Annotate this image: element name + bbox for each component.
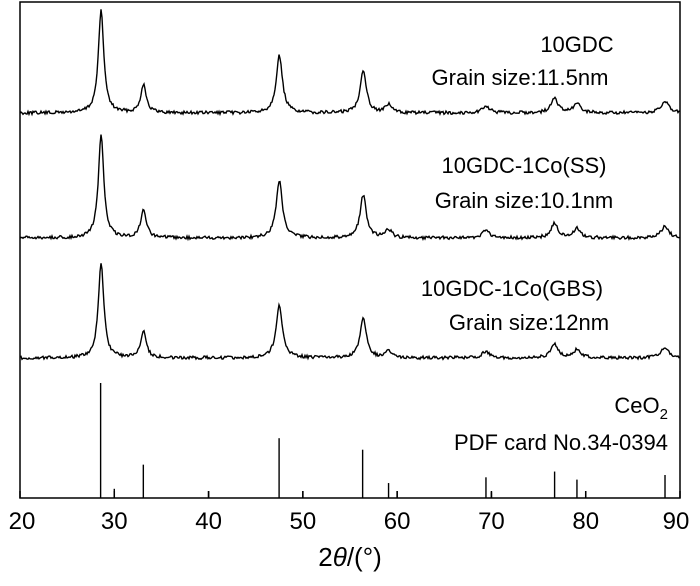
grain-size-label-10gdc: Grain size:11.5nm [432, 65, 609, 90]
plot-frame [19, 1, 681, 499]
x-tick-label: 60 [384, 508, 411, 535]
x-tick-label: 80 [572, 508, 599, 535]
x-axis-title-prefix: 2 [318, 542, 332, 572]
reference-compound-subscript: 2 [660, 406, 668, 423]
grain-size-label-10gdc-1co-ss: Grain size:10.1nm [435, 188, 614, 213]
x-axis-title: 2θ/(°) [318, 542, 382, 572]
series-label-10gdc-1co-ss: 10GDC-1Co(SS) [441, 153, 606, 178]
x-tick-label: 30 [101, 508, 128, 535]
series-label-10gdc-1co-gbs: 10GDC-1Co(GBS) [421, 276, 603, 301]
x-tick-label: 20 [9, 508, 36, 535]
x-axis-title-suffix: /(°) [347, 542, 382, 572]
x-tick-label: 90 [663, 508, 690, 535]
reference-card-label: PDF card No.34-0394 [454, 430, 668, 455]
series-curve-1 [19, 9, 681, 117]
series-curve-2 [19, 134, 681, 242]
diffraction-curves [19, 9, 681, 361]
x-axis-ticks: 20 30 40 50 60 70 80 90 [9, 491, 690, 535]
grain-size-label-10gdc-1co-gbs: Grain size:12nm [449, 310, 609, 335]
x-tick-label: 40 [195, 508, 222, 535]
x-tick-label: 50 [290, 508, 317, 535]
x-axis-title-symbol: θ [333, 542, 347, 572]
x-tick-label: 70 [478, 508, 505, 535]
series-label-10gdc: 10GDC [540, 32, 613, 57]
reference-compound-base: CeO [614, 393, 659, 418]
series-curve-3 [19, 263, 681, 361]
reference-compound-label: CeO2 [614, 393, 668, 423]
